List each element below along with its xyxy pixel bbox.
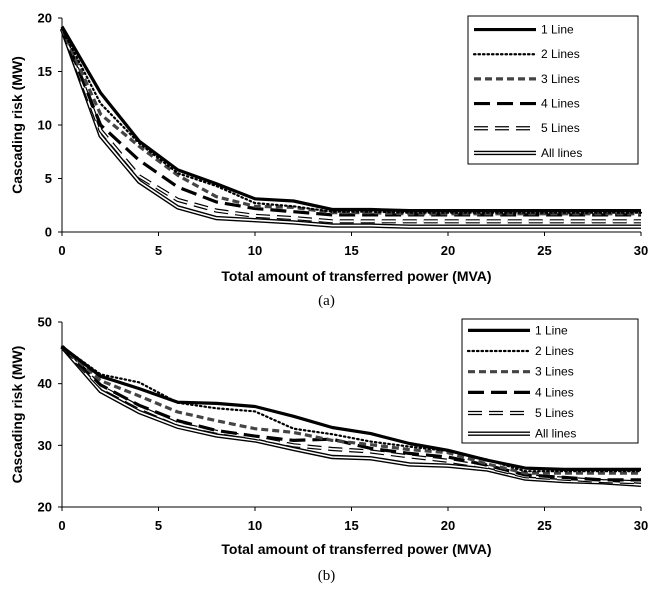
legend-box: [461, 318, 639, 444]
series-line-1-line: [61, 345, 641, 471]
panel-caption: (b): [318, 568, 336, 584]
y-tick-label: 20: [38, 500, 52, 515]
series-group: [60, 345, 643, 487]
x-tick-label: 10: [248, 518, 262, 533]
legend: 1 Line 2 Lines 3 Lines 4 Lines 5 Lines All li…: [467, 15, 639, 165]
x-tick-label: 15: [344, 518, 358, 533]
x-axis-title: Total amount of transferred power (MVA): [221, 268, 491, 284]
y-tick-label: 0: [45, 225, 52, 240]
x-tick-label: 0: [58, 243, 65, 258]
x-tick-label: 20: [441, 518, 455, 533]
panel-caption: (a): [318, 293, 335, 309]
legend-label: 3 Lines: [541, 72, 580, 86]
series-line-all-lines-inner: [61, 346, 642, 486]
legend-label: 2 Lines: [535, 344, 574, 358]
y-tick-label: 40: [38, 376, 52, 391]
y-tick-label: 10: [38, 118, 52, 133]
x-axis-title: Total amount of transferred power (MVA): [221, 541, 491, 557]
x-tick-label: 0: [58, 518, 65, 533]
legend-box: [467, 15, 639, 165]
y-tick-label: 5: [45, 171, 52, 186]
legend-label: 1 Line: [541, 23, 574, 37]
y-tick-label: 20: [38, 11, 52, 26]
legend-label: 5 Lines: [535, 406, 574, 420]
legend-label: 2 Lines: [541, 47, 580, 61]
x-tick-label: 30: [634, 243, 648, 258]
y-tick-label: 30: [38, 438, 52, 453]
x-tick-label: 15: [344, 243, 358, 258]
x-tick-label: 25: [537, 518, 551, 533]
series-line-2-lines: [60, 27, 643, 214]
legend-label: 1 Line: [535, 323, 568, 337]
legend-label: 5 Lines: [541, 121, 580, 135]
x-tick-label: 10: [248, 243, 262, 258]
series-line-4-lines: [60, 345, 641, 482]
x-tick-label: 20: [441, 243, 455, 258]
chart-panel-a: 0 5 10 15 20 0 5 10 15 20 25 30 Total amount of tran…: [9, 11, 648, 310]
series-line-4-lines: [60, 28, 641, 217]
x-tick-label: 5: [155, 243, 162, 258]
series-line-1-line: [60, 25, 641, 213]
legend-label: 3 Lines: [535, 365, 574, 379]
series-line-5-lines-inner: [61, 28, 641, 223]
x-tick-label: 25: [537, 243, 551, 258]
y-tick-label: 50: [38, 315, 52, 330]
legend-label: 4 Lines: [535, 385, 574, 399]
series-line-3-lines: [60, 28, 641, 216]
legend-label: 4 Lines: [541, 97, 580, 111]
series-group: [59, 25, 643, 229]
legend: 1 Line 2 Lines 3 Lines 4 Lines 5 Lines All li…: [461, 318, 639, 444]
legend-label: All lines: [535, 427, 576, 441]
x-tick-label: 30: [634, 518, 648, 533]
legend-label: All lines: [541, 146, 582, 160]
y-axis-title: Cascading risk (MW): [9, 346, 25, 484]
series-line-3-lines: [60, 345, 641, 475]
x-tick-label: 5: [155, 518, 162, 533]
y-tick-label: 15: [38, 64, 52, 79]
chart-panel-b: 20 30 40 50 0 5 10 15 20 25 30 Total amount of tran…: [9, 315, 648, 585]
y-axis-title: Cascading risk (MW): [9, 56, 25, 194]
series-line-all-lines-inner: [61, 28, 641, 228]
series-line-2-lines: [60, 345, 643, 473]
